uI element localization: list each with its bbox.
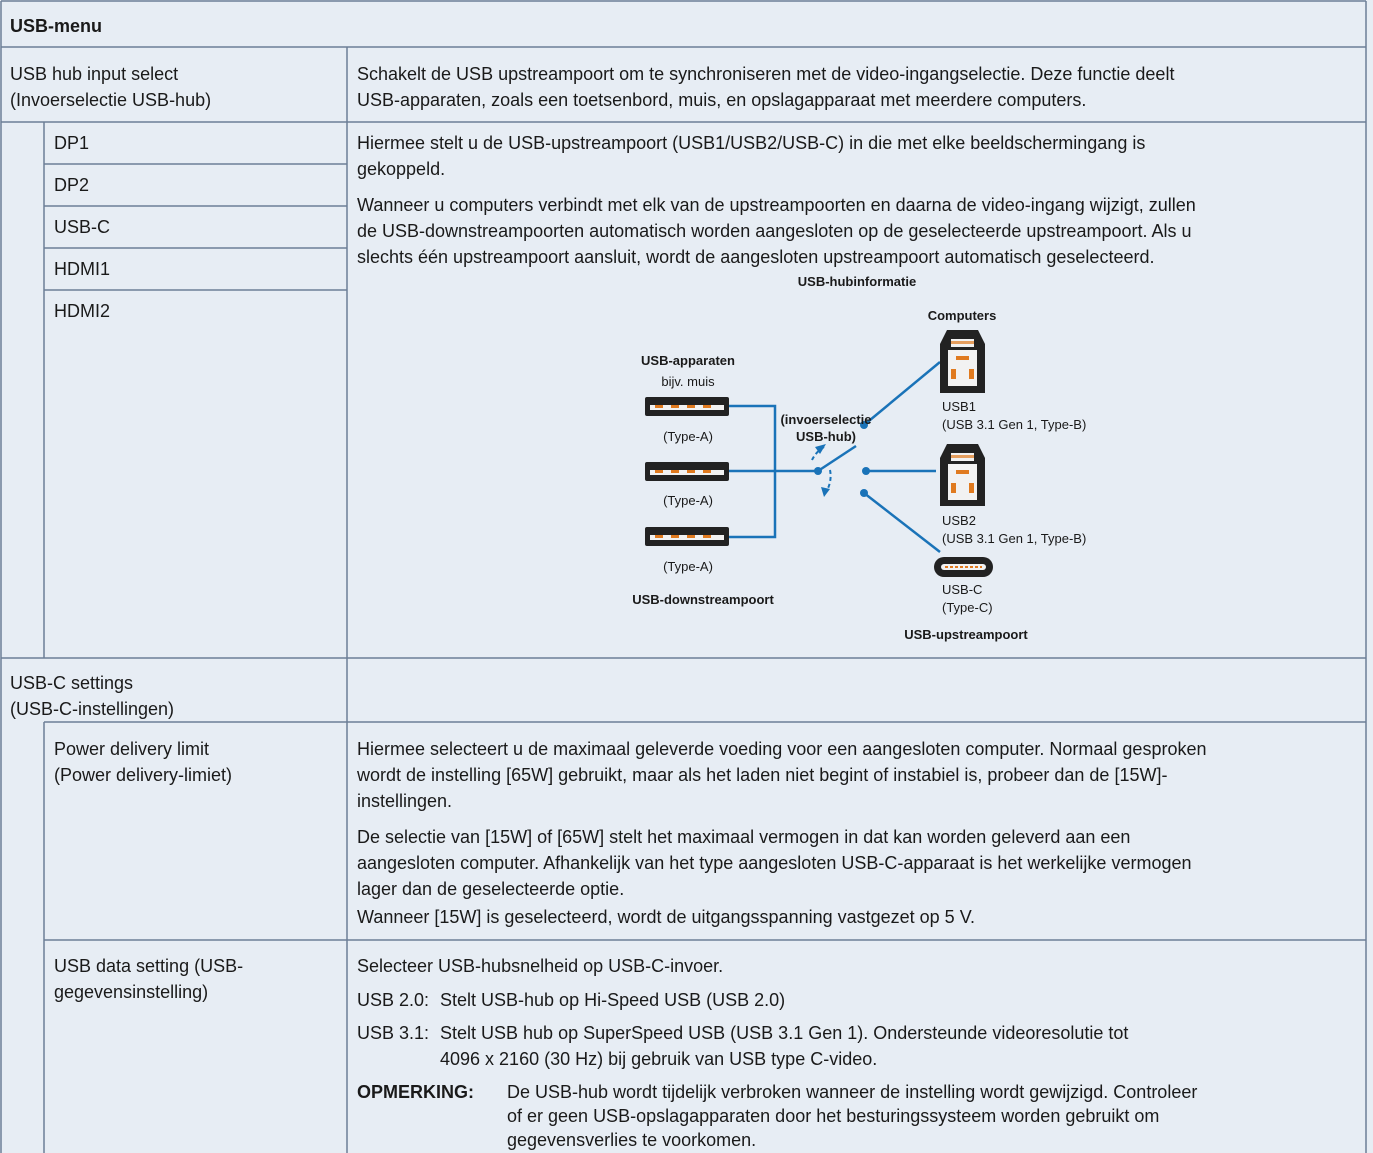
paragraph: wordt de instelling [65W] gebruikt, maar… [356, 765, 1167, 785]
paragraph: gekoppeld. [357, 159, 445, 179]
note-term: OPMERKING: [357, 1082, 474, 1102]
option-text: Stelt USB-hub op Hi-Speed USB (USB 2.0) [440, 990, 785, 1010]
paragraph: aangesloten computer. Afhankelijk van he… [357, 853, 1192, 873]
row-label: USB data setting (USB- [54, 956, 243, 976]
diagram-label: USB-apparaten [641, 353, 735, 368]
note-text: of er geen USB-opslagapparaten door het … [507, 1106, 1159, 1126]
table-title: USB-menu [10, 16, 102, 36]
paragraph: lager dan de geselecteerde optie. [357, 879, 624, 899]
diagram-label: (Type-C) [942, 600, 993, 615]
row-label: (Invoerselectie USB-hub) [10, 90, 211, 110]
option-term: USB 3.1: [357, 1023, 429, 1043]
diagram-label: USB1 [942, 399, 976, 414]
row-label: USB hub input select [10, 64, 178, 84]
diagram-label: (Type-A) [663, 493, 713, 508]
paragraph: Hiermee stelt u de USB-upstreampoort (US… [357, 133, 1145, 153]
diagram-shapes [645, 330, 993, 577]
paragraph: Hiermee selecteert u de maximaal gelever… [357, 739, 1206, 759]
option-text: Stelt USB hub op SuperSpeed USB (USB 3.1… [440, 1023, 1128, 1043]
input-option: DP2 [54, 175, 89, 195]
diagram-label: USB-downstreampoort [632, 592, 774, 607]
diagram-label: USB2 [942, 513, 976, 528]
note-text: De USB-hub wordt tijdelijk verbroken wan… [507, 1082, 1197, 1102]
row-label: (Power delivery-limiet) [54, 765, 232, 785]
diagram-label: (invoerselectie [780, 412, 871, 427]
paragraph: Selecteer USB-hubsnelheid op USB-C-invoe… [357, 956, 723, 976]
diagram-label: USB-upstreampoort [904, 627, 1028, 642]
paragraph: De selectie van [15W] of [65W] stelt het… [357, 827, 1130, 847]
diagram-label: USB-C [942, 582, 982, 597]
diagram-label: (USB 3.1 Gen 1, Type-B) [942, 417, 1086, 432]
paragraph: de USB-downstreampoorten automatisch wor… [357, 221, 1192, 241]
input-option: DP1 [54, 133, 89, 153]
row-text: Schakelt de USB upstreampoort om te sync… [357, 64, 1174, 84]
diagram-label: (Type-A) [663, 429, 713, 444]
input-option: USB-C [54, 217, 110, 237]
input-option: HDMI2 [54, 301, 110, 321]
option-term: USB 2.0: [357, 990, 429, 1010]
row-label: (USB-C-instellingen) [10, 699, 174, 719]
input-option: HDMI1 [54, 259, 110, 279]
paragraph: Wanneer [15W] is geselecteerd, wordt de … [357, 907, 975, 927]
diagram-label: (Type-A) [663, 559, 713, 574]
diagram-label: USB-hub) [796, 429, 856, 444]
diagram-label: Computers [928, 308, 997, 323]
option-text: 4096 x 2160 (30 Hz) bij gebruik van USB … [440, 1049, 877, 1069]
row-label: USB-C settings [10, 673, 133, 693]
diagram-label: (USB 3.1 Gen 1, Type-B) [942, 531, 1086, 546]
row-label: Power delivery limit [54, 739, 209, 759]
row-label: gegevensinstelling) [54, 982, 208, 1002]
paragraph: Wanneer u computers verbindt met elk van… [357, 195, 1196, 215]
row-text: USB-apparaten, zoals een toetsenbord, mu… [357, 90, 1086, 110]
paragraph: slechts één upstreampoort aansluit, word… [357, 247, 1154, 267]
paragraph: instellingen. [357, 791, 452, 811]
diagram-title: USB-hubinformatie [798, 274, 916, 289]
note-text: gegevensverlies te voorkomen. [507, 1130, 756, 1150]
diagram-label: bijv. muis [661, 374, 715, 389]
